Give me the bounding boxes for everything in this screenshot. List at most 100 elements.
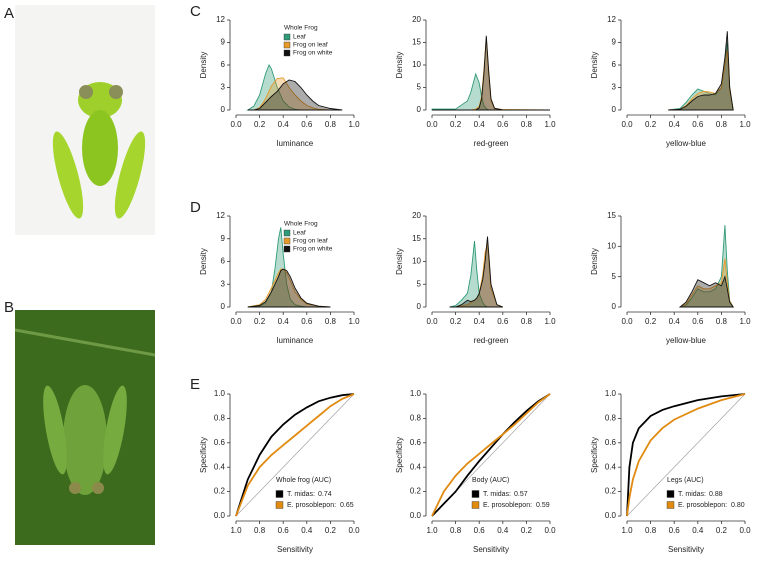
x-tick-label: 0.8 xyxy=(521,120,533,129)
x-axis-label: Sensitivity xyxy=(473,545,509,554)
y-axis-label: Density xyxy=(395,248,404,275)
y-tick-label: 6 xyxy=(221,60,226,69)
legend-title: Whole frog (AUC) xyxy=(276,477,331,484)
x-tick-label: 0.6 xyxy=(497,120,509,129)
x-tick-label: 0.4 xyxy=(692,526,704,535)
y-tick-label: 0.2 xyxy=(214,487,226,496)
legend-swatch xyxy=(283,229,291,237)
x-axis-label: red-green xyxy=(474,336,509,345)
x-tick-label: 0.6 xyxy=(474,526,486,535)
legend-label: E. prosoblepon: xyxy=(483,502,532,509)
x-axis-label: luminance xyxy=(277,336,314,345)
x-tick-label: 0.8 xyxy=(450,526,462,535)
y-tick-label: 15 xyxy=(412,234,421,243)
x-tick-label: 1.0 xyxy=(544,317,556,326)
y-tick-label: 0.0 xyxy=(214,511,226,520)
legend-auc: 0.74 xyxy=(318,491,332,498)
y-tick-label: 15 xyxy=(412,38,421,47)
y-axis-label: Density xyxy=(590,248,599,275)
legend-label: T. midas: xyxy=(483,491,511,498)
y-axis-label: Specificity xyxy=(590,437,599,473)
x-tick-label: 0.8 xyxy=(521,317,533,326)
legend-label: T. midas: xyxy=(287,491,315,498)
x-tick-label: 1.0 xyxy=(739,317,751,326)
legend-swatch xyxy=(666,501,675,509)
x-axis-label: yellow-blue xyxy=(666,139,707,148)
x-tick-label: 0.4 xyxy=(474,317,486,326)
x-tick-label: 0.4 xyxy=(669,120,681,129)
x-tick-label: 0.4 xyxy=(474,120,486,129)
x-tick-label: 1.0 xyxy=(739,120,751,129)
legend-title: Whole Frog xyxy=(284,221,318,228)
density-area xyxy=(678,275,735,308)
y-tick-label: 0 xyxy=(221,302,226,311)
x-tick-label: 1.0 xyxy=(348,317,360,326)
x-tick-label: 0.4 xyxy=(278,317,290,326)
y-tick-label: 0 xyxy=(417,105,422,114)
x-tick-label: 0.8 xyxy=(716,120,728,129)
x-tick-label: 0.8 xyxy=(325,120,337,129)
x-tick-label: 0.0 xyxy=(621,120,633,129)
y-tick-label: 0.6 xyxy=(605,438,617,447)
x-tick-label: 0.8 xyxy=(645,526,657,535)
y-axis-label: Density xyxy=(199,52,208,79)
x-tick-label: 0.0 xyxy=(426,120,438,129)
x-tick-label: 1.0 xyxy=(621,526,633,535)
x-tick-label: 0.2 xyxy=(450,120,462,129)
y-tick-label: 0.6 xyxy=(410,438,422,447)
y-tick-label: 0.8 xyxy=(605,414,617,423)
legend-swatch xyxy=(275,501,284,509)
y-tick-label: 1.0 xyxy=(605,389,617,398)
y-tick-label: 0.0 xyxy=(410,511,422,520)
y-tick-label: 0.0 xyxy=(605,511,617,520)
y-axis-label: Density xyxy=(590,52,599,79)
y-tick-label: 0.2 xyxy=(605,487,617,496)
x-tick-label: 0.6 xyxy=(301,120,313,129)
x-axis-label: yellow-blue xyxy=(666,336,707,345)
x-tick-label: 1.0 xyxy=(426,526,438,535)
x-tick-label: 0.2 xyxy=(450,317,462,326)
chart: 1.0 0.8 0.6 0.4 0.2 0.0 0.0 0.2 0.4 0.6 0.8 1.0 Sens… xyxy=(199,389,360,554)
legend-auc: 0.57 xyxy=(514,491,528,498)
legend-title: Legs (AUC) xyxy=(667,477,704,484)
legend-auc: 0.59 xyxy=(536,502,550,509)
y-tick-label: 5 xyxy=(417,279,422,288)
x-tick-label: 0.0 xyxy=(230,317,242,326)
legend-swatch xyxy=(471,501,480,509)
y-tick-label: 5 xyxy=(612,272,617,281)
x-tick-label: 0.6 xyxy=(497,317,509,326)
y-tick-label: 9 xyxy=(221,38,226,47)
panel-label: C xyxy=(190,3,201,20)
chart: 1.0 0.8 0.6 0.4 0.2 0.0 0.0 0.2 0.4 0.6 0.8 1.0 Sens… xyxy=(590,389,751,554)
x-tick-label: 0.0 xyxy=(544,526,556,535)
legend-label: Frog on leaf xyxy=(293,238,328,245)
y-tick-label: 10 xyxy=(412,60,421,69)
x-tick-label: 0.0 xyxy=(426,317,438,326)
y-tick-label: 3 xyxy=(221,83,226,92)
chart: 0.0 0.2 0.4 0.6 0.8 1.0 0 5 10 15 20 red-green Densi… xyxy=(395,211,556,345)
y-tick-label: 5 xyxy=(417,83,422,92)
legend-swatch xyxy=(283,237,291,245)
y-axis-label: Density xyxy=(199,248,208,275)
y-tick-label: 12 xyxy=(607,15,616,24)
x-axis-label: Sensitivity xyxy=(277,545,313,554)
x-tick-label: 1.0 xyxy=(230,526,242,535)
photo-b xyxy=(14,310,156,545)
legend-title: Body (AUC) xyxy=(472,477,509,484)
legend-label: Frog on white xyxy=(293,50,333,57)
y-tick-label: 6 xyxy=(221,257,226,266)
y-tick-label: 0 xyxy=(221,105,226,114)
y-axis-label: Density xyxy=(395,52,404,79)
legend-label: Frog on leaf xyxy=(293,42,328,49)
y-tick-label: 0.4 xyxy=(605,462,617,471)
x-tick-label: 0.0 xyxy=(348,526,360,535)
y-tick-label: 20 xyxy=(412,15,421,24)
roc-curve xyxy=(626,393,746,517)
roc-curve xyxy=(235,393,355,517)
y-tick-label: 1.0 xyxy=(214,389,226,398)
chart: 0.0 0.2 0.4 0.6 0.8 1.0 0 5 10 15 yellow-blue Densi… xyxy=(590,211,751,345)
density-area xyxy=(668,31,734,111)
y-tick-label: 3 xyxy=(221,279,226,288)
legend-auc: 0.65 xyxy=(340,502,354,509)
